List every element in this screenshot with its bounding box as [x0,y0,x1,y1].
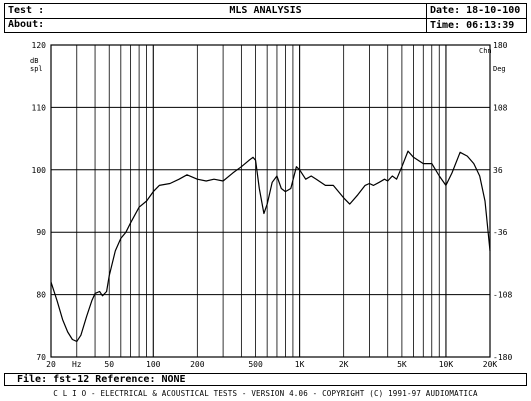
y-tick-label: 90 [36,228,46,237]
x-tick-label: 100 [146,360,161,369]
y2-tick-label: -36 [493,228,508,237]
y-axis-label: dB [30,57,38,65]
y2-tick-label: -108 [493,291,512,300]
analysis-title: MLS ANALYSIS [229,5,302,16]
y-tick-label: 120 [32,41,47,50]
x-tick-label: 200 [190,360,205,369]
spl-response-line [50,150,491,342]
y-tick-label: 80 [36,291,46,300]
header-row-about: About: [5,18,526,32]
y-tick-label: 110 [32,103,47,112]
test-label: Test : [8,5,45,16]
x-tick-label: Hz [72,360,82,369]
x-tick-label: 500 [248,360,263,369]
header-datetime: Date: 18-10-100 Time: 06:13:39 [426,4,526,33]
time-text: Time: 06:13:39 [430,20,515,31]
chart-grid [50,44,491,358]
about-label: About: [8,19,45,30]
x-tick-label: 10K [439,360,454,369]
date-text: Date: 18-10-100 [430,5,521,16]
y2-tick-label: 36 [493,166,503,175]
file-reference-bar: File: fst-12 Reference: NONE [4,373,527,386]
legend-mark: Chn [479,47,492,55]
y2-tick-label: 180 [493,41,508,50]
header-row-test: Test : MLS ANALYSIS [5,4,526,19]
y2-tick-label: -180 [493,353,512,362]
header-panel: Test : MLS ANALYSIS About: Date: 18-10-1… [4,3,527,33]
series-layer [50,150,491,342]
y2-tick-label: 108 [493,103,508,112]
y-axis-label: spl [30,65,43,73]
y2-axis-label: Deg [493,65,506,73]
x-tick-label: 5K [397,360,407,369]
x-tick-label: 20K [483,360,498,369]
y-tick-label: 70 [36,353,46,362]
x-tick-label: 1K [295,360,305,369]
x-tick-label: 50 [104,360,114,369]
x-tick-label: 20 [46,360,56,369]
x-tick-label: 2K [339,360,349,369]
plot-border [50,44,491,358]
credit-line: C L I O - ELECTRICAL & ACOUSTICAL TESTS … [53,389,478,398]
y-tick-label: 100 [32,166,47,175]
